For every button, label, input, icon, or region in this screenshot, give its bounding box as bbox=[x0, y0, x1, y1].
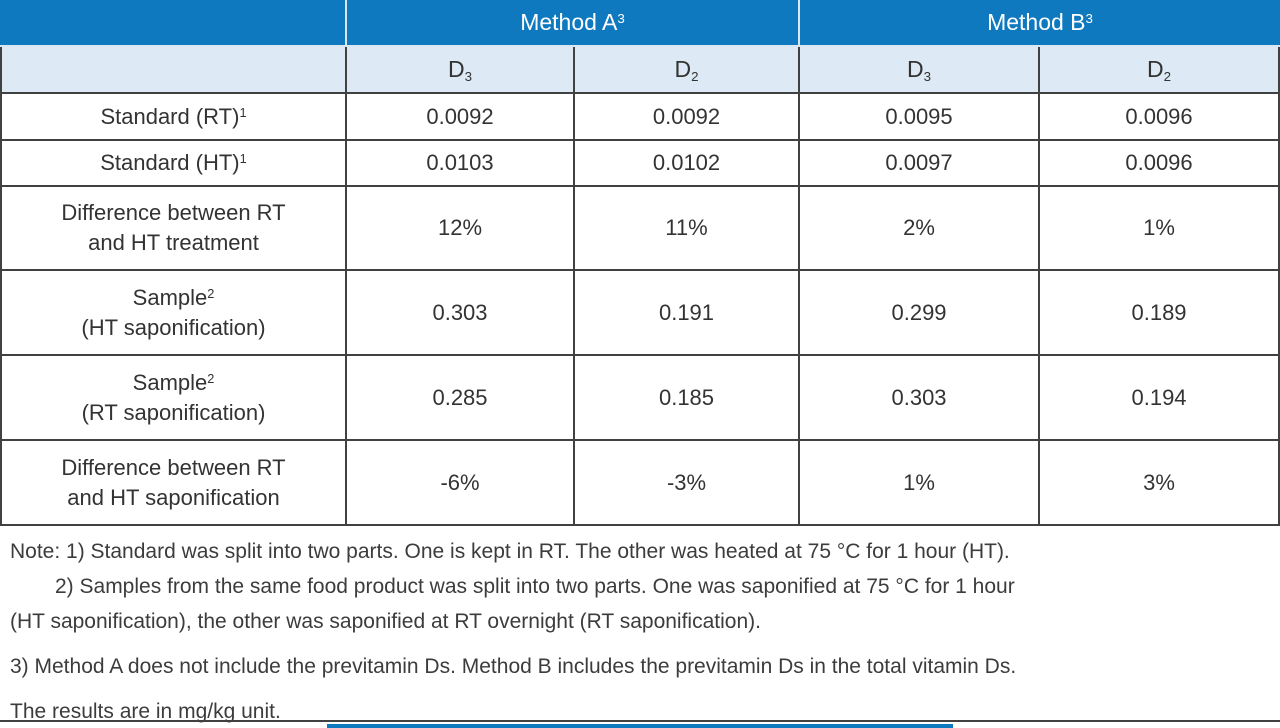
cell-value: 12% bbox=[347, 187, 575, 271]
footnote-ref: 1 bbox=[239, 151, 247, 167]
cell-value: -3% bbox=[575, 441, 801, 526]
cell-value: 3% bbox=[1040, 441, 1280, 526]
cell-value: 0.0103 bbox=[347, 141, 575, 187]
cell-value: 0.0102 bbox=[575, 141, 801, 187]
col-header-a-d3: D3 bbox=[347, 47, 575, 94]
subheader-spacer-cell bbox=[0, 47, 347, 94]
method-header-row: Method A3 Method B3 bbox=[0, 0, 1280, 47]
bottom-divider-rule bbox=[0, 720, 1280, 722]
cell-value: 0.194 bbox=[1040, 356, 1280, 441]
footnote-2: 2) Samples from the same food product wa… bbox=[55, 575, 1015, 598]
vitamin-subheader-row: D3 D2 D3 D2 bbox=[0, 47, 1280, 94]
header-spacer-cell bbox=[0, 0, 347, 47]
cell-value: 0.189 bbox=[1040, 271, 1280, 356]
footnotes: Note: 1) Standard was split into two par… bbox=[0, 526, 1280, 724]
footnote-ref: 2 bbox=[207, 370, 215, 386]
footnote-2-continued: (HT saponification), the other was sapon… bbox=[10, 610, 761, 633]
cell-value: 0.0095 bbox=[800, 94, 1041, 141]
row-label: Standard (RT)1 bbox=[0, 94, 347, 141]
col-header-b-d2: D2 bbox=[1040, 47, 1280, 94]
method-b-footnote-ref: 3 bbox=[1085, 10, 1093, 26]
row-label: Difference between RT and HT treatment bbox=[0, 187, 347, 271]
cell-value: 0.285 bbox=[347, 356, 575, 441]
footnote-units: The results are in mg/kg unit. bbox=[10, 700, 281, 723]
table-row: Difference between RT and HT treatment 12… bbox=[0, 187, 1280, 271]
col-header-method-b: Method B3 bbox=[800, 0, 1280, 47]
table-row: Sample2 (RT saponification) 0.285 0.185 0… bbox=[0, 356, 1280, 441]
row-label: Standard (HT)1 bbox=[0, 141, 347, 187]
vitamin-d-results-table: Method A3 Method B3 D3 D2 D3 D2 Standard… bbox=[0, 0, 1280, 526]
cell-value: 0.0092 bbox=[347, 94, 575, 141]
cell-value: 0.0092 bbox=[575, 94, 801, 141]
cell-value: 0.303 bbox=[347, 271, 575, 356]
table-row: Standard (RT)1 0.0092 0.0092 0.0095 0.00… bbox=[0, 94, 1280, 141]
cell-value: 2% bbox=[800, 187, 1041, 271]
cell-value: 0.185 bbox=[575, 356, 801, 441]
footnote-ref: 2 bbox=[207, 285, 215, 301]
cell-value: 0.299 bbox=[800, 271, 1041, 356]
row-label: Sample2 (RT saponification) bbox=[0, 356, 347, 441]
table-row: Standard (HT)1 0.0103 0.0102 0.0097 0.00… bbox=[0, 141, 1280, 187]
row-label: Difference between RT and HT saponificati… bbox=[0, 441, 347, 526]
next-section-header-edge bbox=[327, 724, 953, 728]
table-row: Sample2 (HT saponification) 0.303 0.191 0… bbox=[0, 271, 1280, 356]
footnote-1: Note: 1) Standard was split into two par… bbox=[10, 540, 1010, 563]
cell-value: 1% bbox=[1040, 187, 1280, 271]
method-a-footnote-ref: 3 bbox=[617, 10, 625, 26]
method-b-label: Method B bbox=[987, 9, 1086, 35]
col-header-a-d2: D2 bbox=[575, 47, 801, 94]
footnote-3: 3) Method A does not include the previta… bbox=[10, 655, 1017, 678]
cell-value: 0.0097 bbox=[800, 141, 1041, 187]
col-header-b-d3: D3 bbox=[800, 47, 1041, 94]
row-label: Sample2 (HT saponification) bbox=[0, 271, 347, 356]
cell-value: 1% bbox=[800, 441, 1041, 526]
cell-value: -6% bbox=[347, 441, 575, 526]
cell-value: 0.191 bbox=[575, 271, 801, 356]
cell-value: 0.0096 bbox=[1040, 141, 1280, 187]
footnote-ref: 1 bbox=[239, 104, 247, 120]
col-header-method-a: Method A3 bbox=[347, 0, 801, 47]
method-a-label: Method A bbox=[520, 9, 618, 35]
cell-value: 0.303 bbox=[800, 356, 1041, 441]
cell-value: 11% bbox=[575, 187, 801, 271]
table-row: Difference between RT and HT saponificati… bbox=[0, 441, 1280, 526]
cell-value: 0.0096 bbox=[1040, 94, 1280, 141]
